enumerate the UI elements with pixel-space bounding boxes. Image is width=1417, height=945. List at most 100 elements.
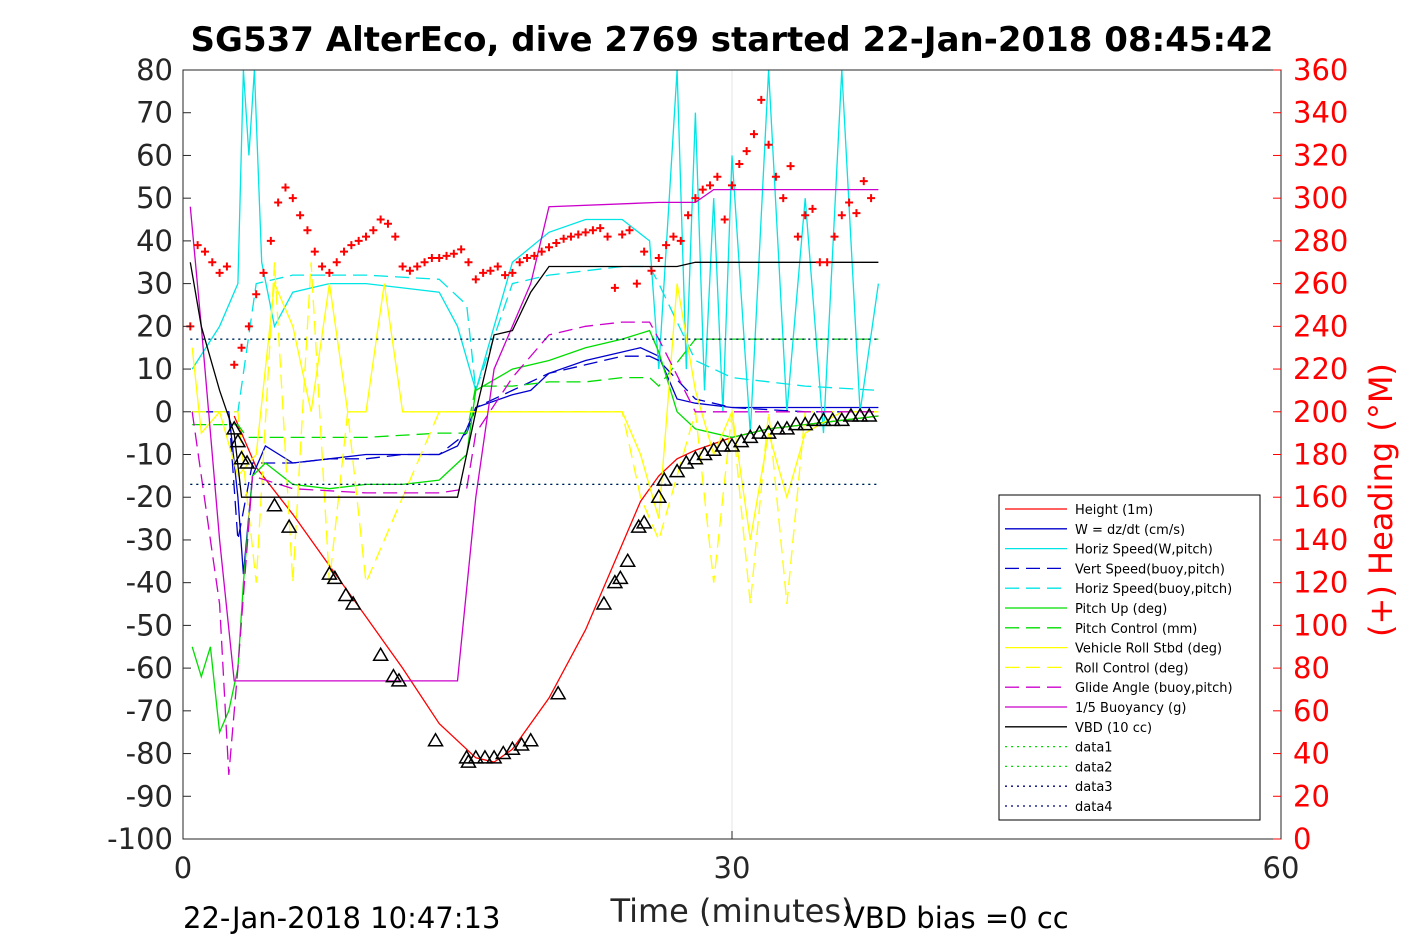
profile-marker-12 [390, 672, 408, 687]
legend-label-9: Glide Angle (buoy,pitch) [1075, 681, 1233, 696]
heading-mark-9 [252, 290, 261, 299]
heading-mark-60 [625, 226, 634, 235]
y2-tick-label-2: 320 [1293, 138, 1348, 172]
y2-tick-label-12: 120 [1293, 566, 1348, 600]
heading-mark-53 [574, 230, 583, 239]
profile-marker-3 [238, 454, 256, 469]
profile-marker-41 [751, 424, 768, 439]
y-tick-label-11: -30 [126, 523, 173, 557]
y-axis-left: 80 70 60 50 40 30 20 10 0 -10 -20 -30 -40 -50 -60 -70 -8… [107, 53, 191, 856]
heading-mark-93 [867, 194, 876, 203]
heading-mark-72 [713, 172, 722, 181]
heading-mark-68 [684, 211, 693, 220]
profile-marker-10 [372, 646, 389, 662]
legend-label-1: W = dz/dt (cm/s) [1075, 523, 1185, 538]
heading-mark-17 [310, 247, 319, 256]
profile-layer [225, 407, 878, 768]
heading-mark-26 [376, 215, 385, 224]
y2-tick-label-5: 260 [1293, 267, 1348, 301]
profile-marker-30 [650, 488, 668, 503]
heading-mark-79 [764, 140, 773, 149]
series-line-2 [191, 70, 880, 434]
y-tick-label-13: -50 [126, 608, 173, 642]
heading-mark-29 [398, 262, 407, 271]
heading-mark-10 [259, 268, 268, 277]
heading-mark-70 [698, 185, 707, 194]
profile-marker-24 [595, 595, 613, 610]
y2-tick-label-0: 360 [1293, 53, 1348, 87]
y2-tick-label-8: 200 [1293, 395, 1348, 429]
heading-mark-90 [845, 198, 854, 207]
footer-timestamp: 22-Jan-2018 10:47:13 [183, 901, 500, 935]
profile-marker-43 [769, 420, 787, 435]
heading-mark-25 [369, 226, 378, 235]
y-tick-label-18: -100 [107, 822, 173, 856]
series-line-6 [192, 338, 879, 439]
y2-tick-label-1: 340 [1293, 96, 1348, 130]
heading-mark-83 [793, 232, 802, 241]
heading-mark-88 [830, 232, 839, 241]
profile-marker-22 [522, 732, 540, 747]
heading-mark-63 [647, 266, 656, 275]
heading-mark-13 [281, 183, 290, 192]
heading-mark-47 [530, 251, 539, 260]
heading-mark-46 [523, 253, 532, 262]
y2-tick-label-9: 180 [1293, 438, 1348, 472]
y2-tick-label-4: 280 [1293, 224, 1348, 258]
heading-mark-51 [559, 234, 568, 243]
profile-marker-31 [655, 471, 673, 486]
legend: Height (1m) W = dz/dt (cm/s) Horiz Speed(W… [998, 494, 1261, 821]
heading-mark-61 [632, 279, 641, 288]
heading-mark-36 [449, 249, 458, 258]
heading-mark-86 [815, 258, 824, 267]
footer-vbd-bias: VBD bias =0 cc [845, 901, 1069, 935]
x-axis: 0 30 60 [174, 831, 1299, 885]
heading-mark-76 [742, 147, 751, 156]
legend-label-8: Roll Control (deg) [1075, 661, 1189, 676]
heading-mark-59 [618, 230, 627, 239]
heading-mark-7 [237, 343, 246, 352]
heading-mark-80 [771, 172, 780, 181]
series-line-11 [189, 261, 879, 498]
profile-marker-6 [321, 565, 338, 580]
profile-marker-15 [460, 753, 477, 768]
heading-mark-49 [545, 243, 553, 252]
legend-label-3: Vert Speed(buoy,pitch) [1075, 562, 1225, 577]
series-line-8 [192, 262, 879, 605]
profile-marker-32 [668, 463, 686, 478]
heading-mark-85 [808, 204, 817, 213]
heading-mark-77 [749, 130, 758, 139]
legend-label-2: Horiz Speed(W,pitch) [1075, 543, 1213, 558]
y2-tick-label-7: 220 [1293, 352, 1348, 386]
heading-mark-62 [640, 247, 649, 256]
heading-mark-22 [347, 241, 356, 250]
y-tick-label-2: 60 [136, 138, 173, 172]
profile-marker-0 [225, 420, 243, 435]
y-tick-label-3: 50 [136, 181, 173, 215]
heading-mark-21 [340, 247, 349, 256]
heading-mark-42 [493, 262, 502, 271]
heading-mark-57 [603, 232, 612, 241]
legend-label-12: data1 [1075, 741, 1113, 756]
legend-label-11: VBD (10 cc) [1075, 721, 1152, 736]
y-tick-label-10: -20 [126, 480, 173, 514]
profile-marker-48 [815, 411, 832, 427]
profile-marker-26 [612, 569, 629, 585]
legend-label-14: data3 [1075, 780, 1113, 795]
x-axis-label: Time (minutes) [610, 892, 854, 930]
profile-marker-8 [337, 586, 355, 602]
heading-layer [186, 95, 876, 369]
legend-label-0: Height (1m) [1075, 503, 1153, 518]
heading-mark-66 [669, 232, 678, 241]
profile-marker-2 [233, 450, 250, 465]
legend-label-6: Pitch Control (mm) [1075, 622, 1197, 637]
profile-marker-49 [824, 411, 841, 427]
heading-mark-4 [215, 268, 224, 277]
profile-marker-25 [606, 574, 624, 589]
y2-tick-label-6: 240 [1293, 309, 1348, 343]
x-tick-label-0: 0 [174, 851, 192, 885]
profile-marker-16 [467, 749, 485, 764]
heading-mark-87 [823, 258, 832, 267]
heading-mark-41 [486, 266, 495, 275]
